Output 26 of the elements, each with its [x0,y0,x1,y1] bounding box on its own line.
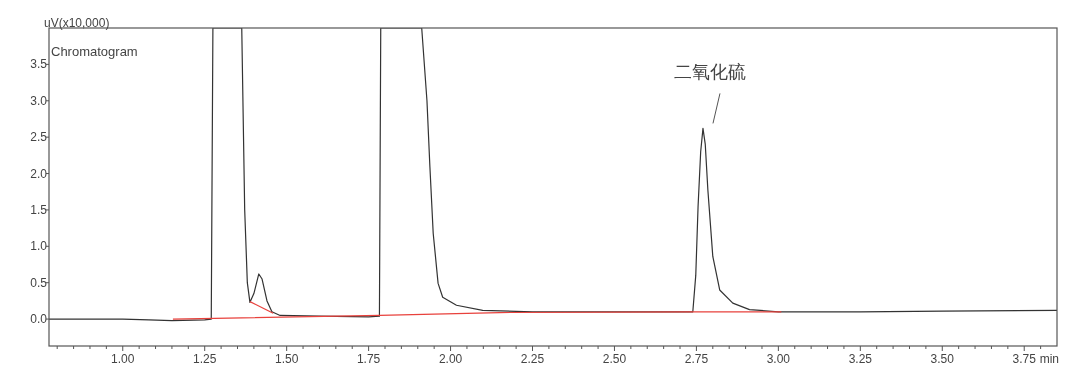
y-tick-label: 1.0 [30,239,48,254]
x-tick-label: 3.00 [766,352,791,366]
x-axis-title: min [1039,352,1059,366]
annotation: Chromatogram [51,44,138,59]
x-tick-label: 2.75 [684,352,709,366]
line-series [172,311,782,320]
y-tick-label: 1.5 [30,202,48,217]
y-tick-label: 0.0 [30,312,48,327]
x-tick-label: 3.75 [1012,352,1037,366]
x-tick-label: 1.25 [193,352,217,366]
y-tick-label: 3.0 [30,93,48,108]
x-tick-label: 2.50 [602,352,627,366]
x-tick-label: 1.00 [111,352,135,366]
line-series [49,28,1057,322]
x-tick-label: 1.75 [356,352,381,366]
y-tick-label: 3.5 [30,57,48,72]
x-tick-label: 2.00 [438,352,463,366]
y-tick-label: 2.0 [30,166,48,181]
y-tick-label: 2.5 [30,130,48,145]
y-axis-title: uV(x10,000) [44,16,110,30]
annotation: 二氧化硫 [673,62,746,83]
y-tick-label: 0.5 [30,275,48,290]
x-tick-label: 1.50 [274,352,299,366]
x-tick-label: 3.25 [848,352,873,366]
x-tick-label: 2.25 [520,352,545,366]
x-tick-label: 3.50 [930,352,955,366]
